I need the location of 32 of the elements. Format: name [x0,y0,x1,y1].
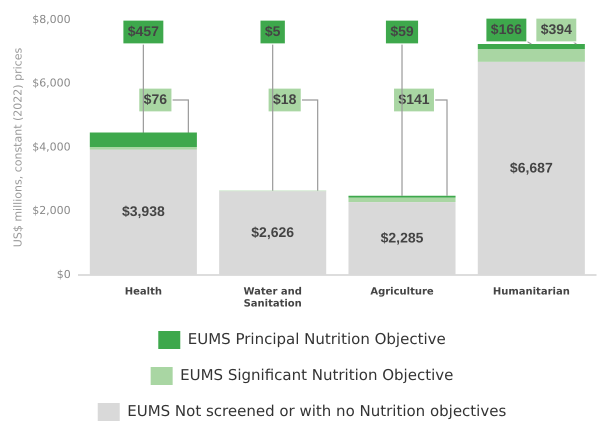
data-label: $76 [144,90,168,107]
y-tick-label: $6,000 [32,76,71,90]
bar [478,62,585,275]
bar [219,191,326,275]
data-label: $394 [540,20,572,37]
x-tick-label: Health [124,286,162,298]
data-label: $2,285 [380,229,424,246]
data-label: $3,938 [122,203,165,220]
data-label: $18 [273,90,297,107]
y-tick-label: $0 [56,268,71,281]
data-label: $6,687 [510,159,553,176]
data-label: $457 [128,22,160,39]
x-tick-label: Agriculture [370,286,434,298]
bar [478,44,585,50]
x-tick-label: Water and Sanitation [243,286,302,310]
x-tick-label: Humanitarian [492,286,570,298]
data-label: $5 [264,22,281,39]
legend-label: EUMS Significant Nutrition Objective [180,366,454,384]
y-tick-label: $2,000 [32,204,71,218]
legend-label: EUMS Not screened or with no Nutrition objectives [127,402,506,420]
y-tick-label: $8,000 [32,12,71,26]
legend-label: EUMS Principal Nutrition Objective [188,330,446,348]
data-label: $59 [390,22,414,39]
data-label: $2,626 [251,224,294,240]
bar [90,132,197,148]
bar [478,49,585,62]
y-axis-title: US$ millions, constant (2022) prices [11,48,24,248]
y-tick-label: $4,000 [32,140,71,154]
bar [90,149,197,275]
bar [348,198,456,202]
data-label: $166 [490,20,522,37]
bar [348,202,456,275]
